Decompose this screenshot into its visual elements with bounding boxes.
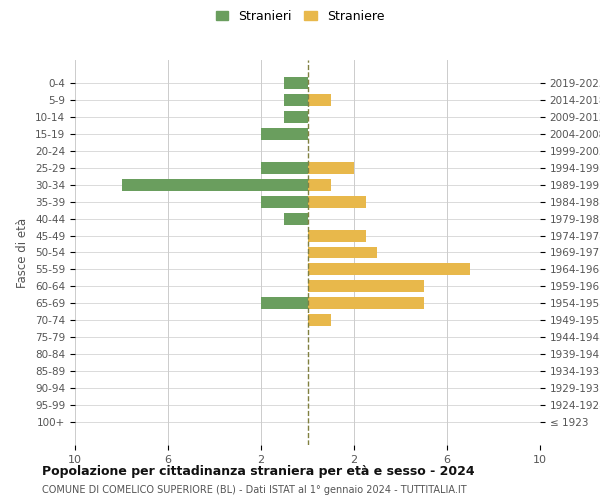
Bar: [261, 128, 308, 140]
Bar: [308, 246, 377, 258]
Bar: [308, 162, 354, 174]
Bar: [121, 179, 308, 191]
Bar: [308, 179, 331, 191]
Bar: [308, 196, 365, 207]
Text: Popolazione per cittadinanza straniera per età e sesso - 2024: Popolazione per cittadinanza straniera p…: [42, 465, 475, 478]
Bar: [308, 314, 331, 326]
Bar: [308, 280, 424, 292]
Bar: [261, 162, 308, 174]
Y-axis label: Fasce di età: Fasce di età: [16, 218, 29, 288]
Bar: [284, 112, 308, 123]
Bar: [308, 230, 365, 241]
Bar: [308, 94, 331, 106]
Text: COMUNE DI COMELICO SUPERIORE (BL) - Dati ISTAT al 1° gennaio 2024 - TUTTITALIA.I: COMUNE DI COMELICO SUPERIORE (BL) - Dati…: [42, 485, 467, 495]
Bar: [261, 298, 308, 309]
Legend: Stranieri, Straniere: Stranieri, Straniere: [212, 6, 388, 26]
Bar: [308, 298, 424, 309]
Bar: [261, 196, 308, 207]
Bar: [284, 213, 308, 224]
Bar: [284, 78, 308, 90]
Bar: [284, 94, 308, 106]
Bar: [308, 264, 470, 276]
